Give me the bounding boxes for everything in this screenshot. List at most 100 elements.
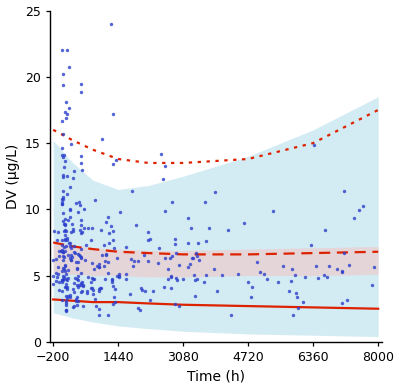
Point — [81, 205, 88, 212]
Point — [71, 289, 77, 295]
Point — [62, 268, 68, 275]
Point — [76, 199, 82, 205]
Point — [58, 237, 65, 243]
Point — [78, 254, 84, 261]
Point — [59, 247, 66, 253]
Point — [126, 291, 133, 297]
Point — [62, 281, 69, 287]
Point — [224, 227, 231, 233]
Point — [194, 240, 201, 246]
Point — [343, 297, 350, 303]
Point — [203, 238, 210, 244]
Point — [68, 257, 74, 263]
Point — [59, 145, 65, 152]
Point — [67, 255, 74, 261]
Point — [79, 279, 86, 285]
Point — [235, 271, 242, 277]
Point — [78, 229, 85, 235]
Point — [98, 285, 104, 291]
Point — [302, 273, 308, 280]
Point — [312, 263, 319, 269]
Point — [60, 254, 67, 261]
Point — [123, 271, 129, 277]
Point — [310, 142, 317, 148]
Point — [294, 293, 300, 300]
Point — [65, 217, 71, 223]
Point — [338, 300, 345, 306]
Point — [74, 282, 80, 288]
Point — [169, 199, 175, 205]
Point — [77, 227, 84, 233]
Point — [59, 268, 66, 275]
Point — [184, 264, 191, 270]
Point — [62, 237, 68, 243]
Point — [53, 256, 60, 262]
Point — [54, 237, 60, 243]
Point — [70, 175, 77, 181]
Point — [105, 270, 112, 276]
Point — [123, 244, 129, 250]
Point — [64, 173, 70, 179]
Point — [133, 222, 140, 228]
Point — [176, 261, 182, 268]
Point — [346, 262, 352, 268]
Point — [71, 168, 77, 175]
Point — [164, 275, 171, 282]
Point — [66, 105, 72, 111]
Point — [64, 286, 71, 292]
Point — [341, 250, 347, 256]
Point — [103, 219, 109, 226]
Point — [78, 255, 84, 261]
Point — [62, 109, 68, 115]
Point — [294, 305, 301, 311]
Point — [78, 279, 84, 286]
Point — [55, 264, 61, 270]
Point — [62, 262, 68, 268]
Point — [67, 294, 73, 300]
Point — [156, 245, 162, 251]
Point — [62, 248, 68, 254]
Point — [59, 47, 65, 53]
Point — [129, 188, 135, 194]
Point — [64, 284, 70, 290]
Point — [59, 288, 66, 294]
Point — [65, 252, 72, 258]
Point — [56, 252, 62, 259]
Point — [53, 270, 60, 276]
Point — [155, 259, 162, 266]
Point — [78, 217, 84, 223]
Point — [104, 214, 111, 220]
Point — [168, 274, 174, 280]
Point — [78, 159, 84, 166]
Point — [58, 118, 65, 124]
Point — [78, 246, 84, 252]
Point — [117, 209, 123, 215]
Point — [150, 288, 156, 294]
Point — [74, 298, 81, 304]
Point — [59, 199, 66, 205]
Point — [289, 265, 295, 272]
Point — [61, 263, 68, 270]
Point — [89, 225, 96, 231]
Point — [90, 291, 96, 297]
Point — [58, 242, 65, 248]
Point — [203, 272, 210, 278]
Point — [116, 273, 122, 280]
Point — [63, 307, 69, 314]
Point — [74, 284, 81, 290]
Point — [112, 298, 118, 305]
Point — [67, 214, 73, 220]
Point — [142, 288, 148, 294]
Point — [65, 267, 72, 273]
Point — [70, 226, 76, 232]
Point — [84, 274, 91, 280]
Point — [59, 277, 65, 283]
Point — [128, 256, 134, 262]
Point — [62, 232, 69, 238]
Point — [106, 230, 113, 236]
Point — [211, 266, 217, 272]
Point — [64, 294, 70, 301]
Point — [102, 275, 108, 282]
Point — [96, 264, 102, 270]
Point — [368, 282, 375, 289]
